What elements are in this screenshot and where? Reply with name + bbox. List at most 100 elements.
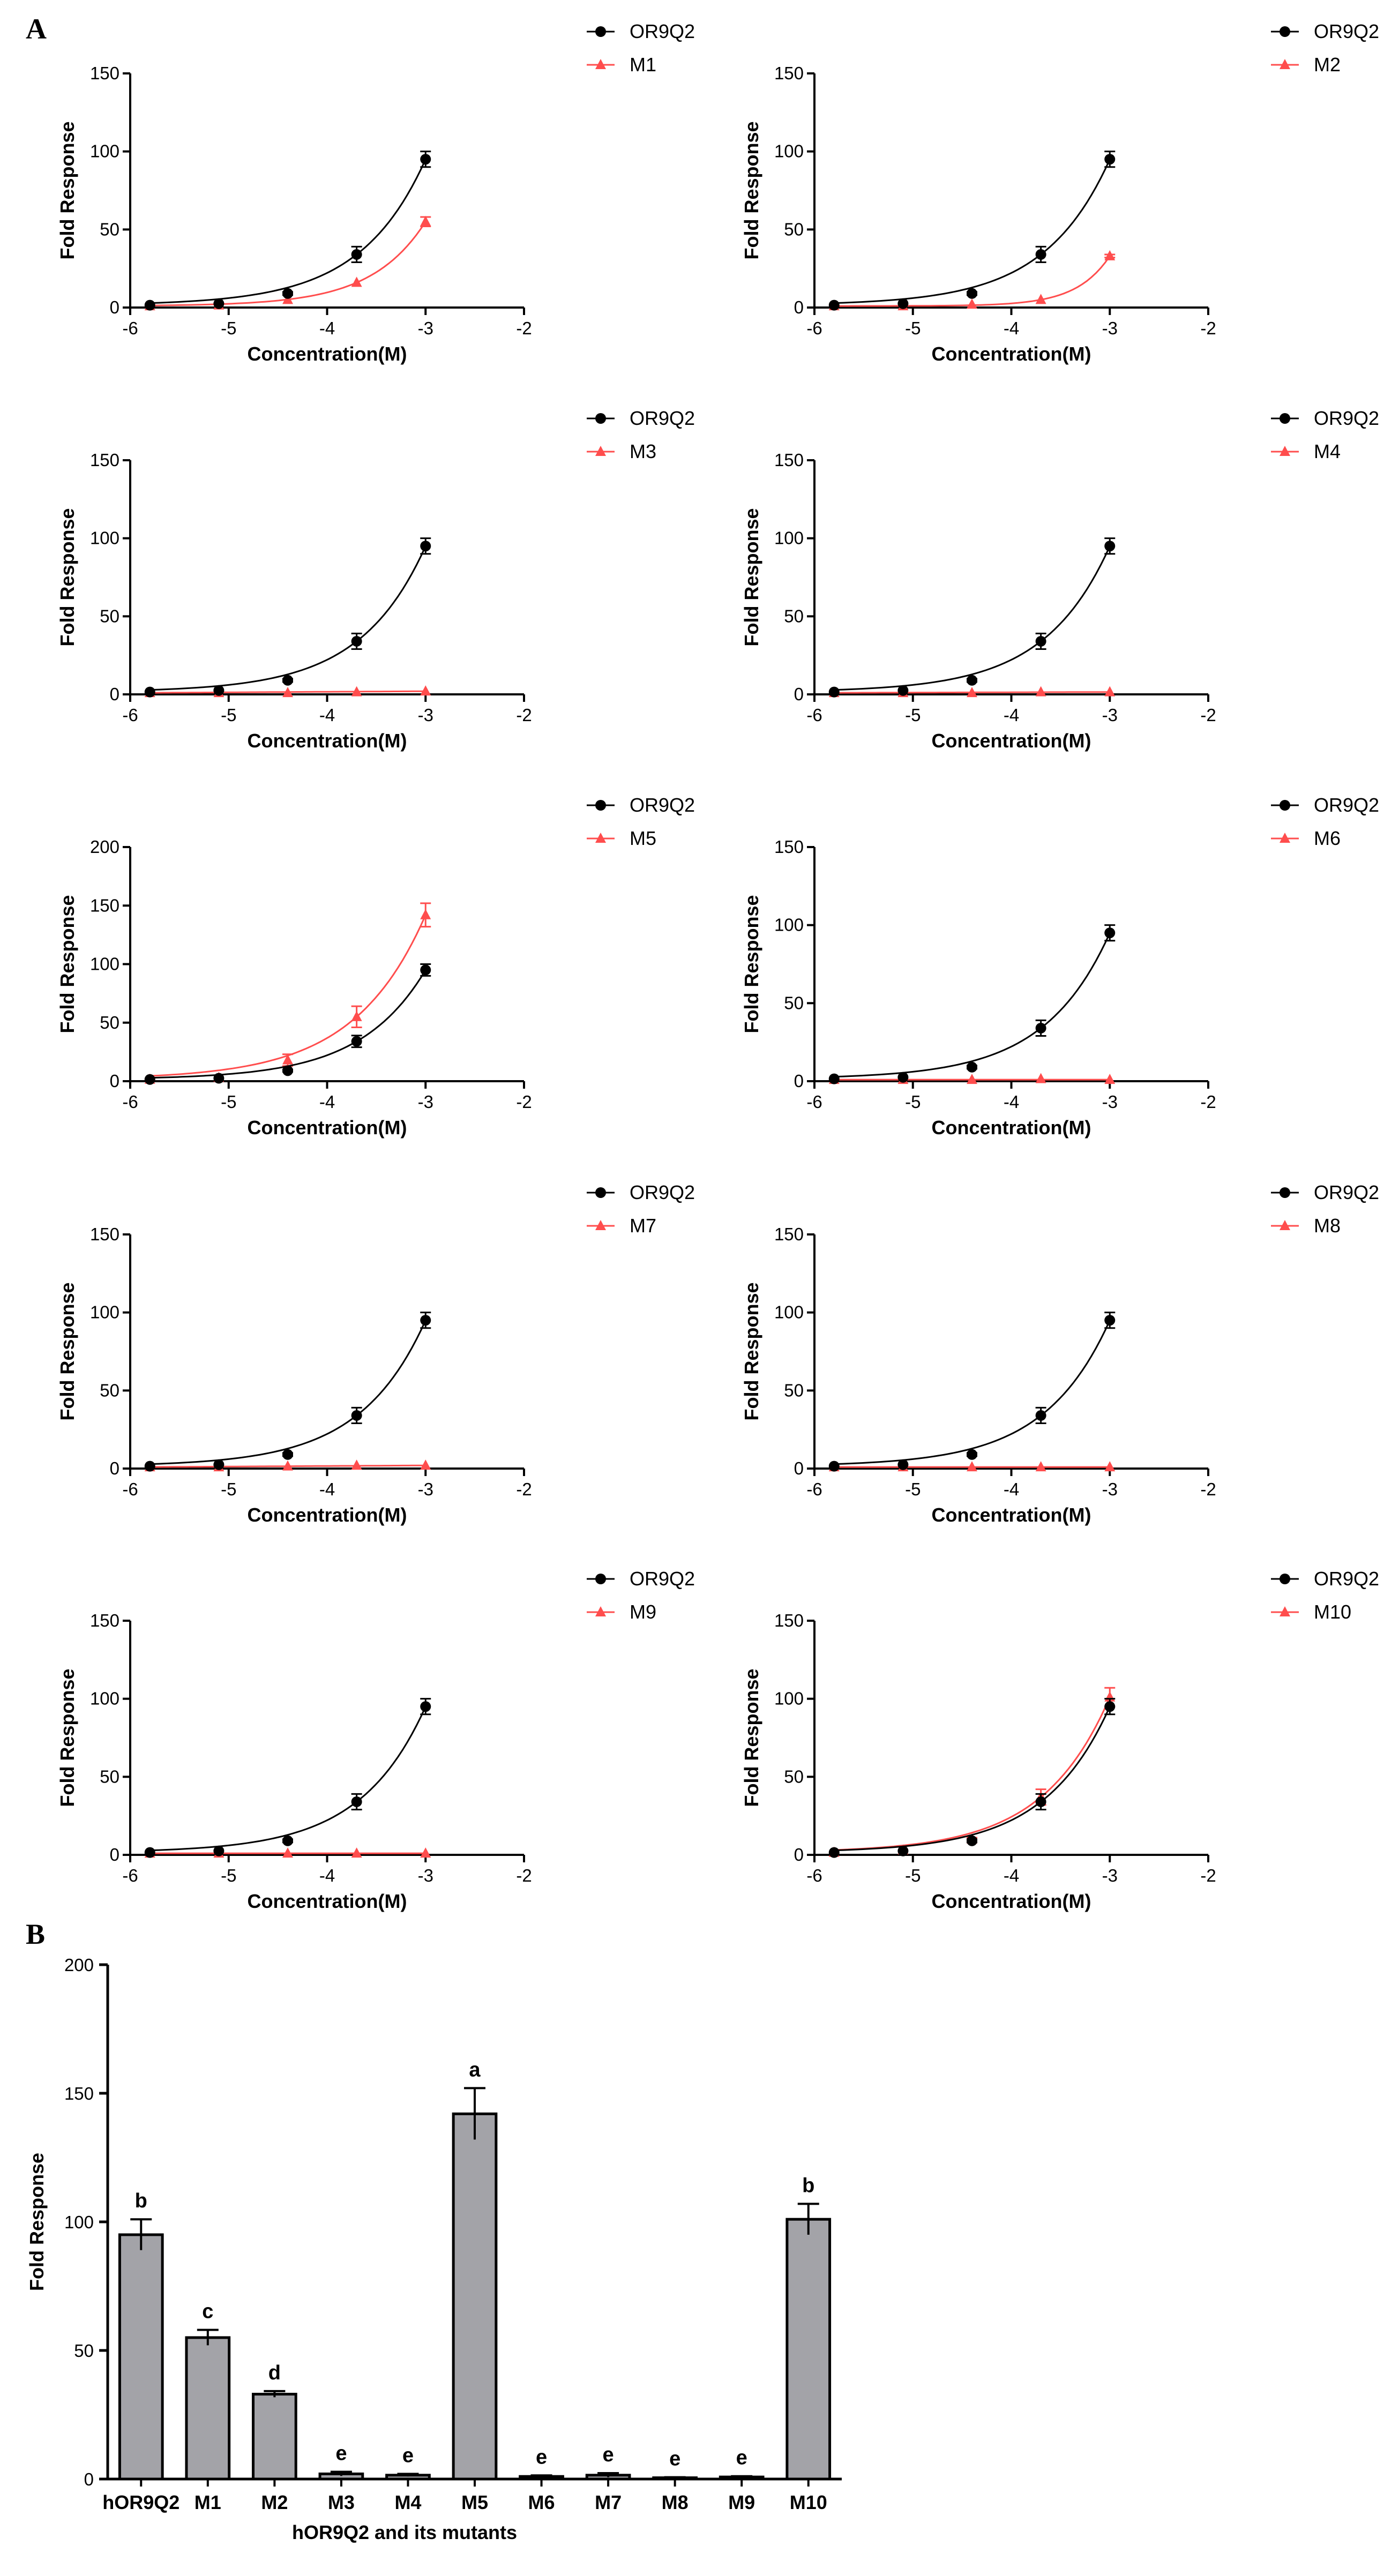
y-tick-label: 0 [110,1845,119,1864]
y-tick-label: 0 [84,2469,94,2489]
y-tick-label: 50 [100,1766,119,1786]
point-m3 [351,686,362,697]
point-or9q2 [213,298,225,309]
x-tick-label: M9 [728,2491,755,2513]
x-tick-label: -3 [418,318,433,338]
y-tick-label: 150 [90,450,119,470]
y-tick-label: 0 [110,684,119,704]
significance-letter: a [469,2058,481,2081]
point-or9q2 [213,1459,225,1470]
point-m3 [420,685,431,696]
point-m9 [420,1847,431,1858]
legend-label: OR9Q2 [630,794,695,816]
x-axis-label: Concentration(M) [932,1504,1091,1526]
legend-marker [595,413,606,424]
dose-response-m8: 0 50 100 150 -6 -5 -4 -3 -2 Concentration(M) Fold … [740,1181,1379,1526]
x-axis-label: Concentration(M) [248,1504,407,1526]
fit-curve-or9q2 [834,1320,1111,1465]
x-tick-label: -3 [1102,705,1118,725]
y-axis-label: Fold Response [740,1668,762,1807]
x-tick-label: -2 [516,1479,532,1499]
y-tick-label: 50 [784,1380,804,1400]
point-or9q2 [144,686,155,698]
y-tick-label: 100 [90,954,119,974]
y-tick-label: 100 [90,141,119,161]
y-tick-label: 150 [90,895,119,915]
x-axis-label: hOR9Q2 and its mutants [292,2521,517,2543]
y-axis-label: Fold Response [26,2153,48,2291]
y-tick-label: 150 [90,63,119,83]
point-m4 [1035,686,1046,697]
x-tick-label: M2 [261,2491,288,2513]
y-tick-label: 150 [90,1611,119,1630]
x-tick-label: -3 [1102,1092,1118,1112]
x-axis-label: Concentration(M) [932,343,1091,365]
y-tick-label: 150 [90,1224,119,1244]
point-or9q2 [1035,1022,1046,1034]
x-tick-label: -5 [221,705,236,725]
legend-marker [595,26,606,37]
point-or9q2 [828,299,840,311]
dose-response-m7: 0 50 100 150 -6 -5 -4 -3 -2 Concentration(M) Fold … [56,1181,695,1526]
legend-label: OR9Q2 [1314,20,1379,42]
x-axis-label: Concentration(M) [248,343,407,365]
y-tick-label: 150 [64,2084,94,2103]
legend-marker [595,1574,606,1584]
point-m4 [967,687,977,698]
x-tick-label: -4 [319,318,335,338]
point-m2 [967,298,977,309]
x-tick-label: -2 [516,1092,532,1112]
y-tick-label: 50 [784,993,804,1013]
y-tick-label: 100 [774,1689,804,1709]
legend-label: OR9Q2 [1314,794,1379,816]
bar-chart: 0 50 100 150 200 Fold Response hOR9Q2 and its … [26,1955,842,2543]
y-tick-label: 50 [784,1766,804,1786]
legend-marker [595,1220,606,1230]
legend-label: M10 [1314,1601,1351,1623]
significance-letter: e [603,2444,614,2466]
x-axis-label: Concentration(M) [932,1117,1091,1139]
legend-label: OR9Q2 [630,1568,695,1590]
legend-marker [595,800,606,811]
point-m1 [282,294,293,304]
x-tick-label: -4 [319,1866,335,1885]
point-or9q2 [144,1847,155,1858]
legend-marker [595,1606,606,1616]
significance-letter: b [135,2190,147,2212]
x-tick-label: -6 [806,705,822,725]
x-tick-label: -3 [1102,1479,1118,1499]
legend-label: M9 [630,1601,656,1623]
point-m8 [1035,1461,1046,1472]
x-tick-label: M8 [662,2491,689,2513]
x-axis-label: Concentration(M) [248,730,407,752]
point-or9q2 [897,1845,909,1856]
legend-marker [1280,1606,1290,1616]
point-or9q2 [1104,1701,1116,1712]
point-or9q2 [1035,1410,1046,1421]
dose-response-m9: 0 50 100 150 -6 -5 -4 -3 -2 Concentration(M) Fold … [56,1568,695,1912]
y-tick-label: 100 [90,528,119,548]
point-m7 [420,1459,431,1470]
significance-letter: e [335,2443,347,2465]
point-or9q2 [1035,249,1046,260]
x-tick-label: -4 [1004,1866,1019,1885]
x-tick-label: -4 [1004,705,1019,725]
legend-label: M2 [1314,54,1341,76]
x-tick-label: M5 [461,2491,488,2513]
x-tick-label: -6 [122,1479,138,1499]
point-m2 [1104,250,1116,260]
y-tick-label: 0 [794,1845,804,1864]
x-axis-label: Concentration(M) [248,1890,407,1912]
point-m2 [1035,294,1046,304]
bar-m1 [185,2336,231,2481]
legend-marker [1280,833,1290,843]
x-tick-label: -4 [1004,1479,1019,1499]
y-tick-label: 0 [110,1071,119,1091]
point-or9q2 [282,675,293,686]
point-m6 [1035,1073,1046,1083]
y-tick-label: 50 [100,219,119,239]
y-tick-label: 200 [64,1955,94,1975]
point-m4 [1104,686,1116,697]
x-tick-label: -6 [122,1866,138,1885]
